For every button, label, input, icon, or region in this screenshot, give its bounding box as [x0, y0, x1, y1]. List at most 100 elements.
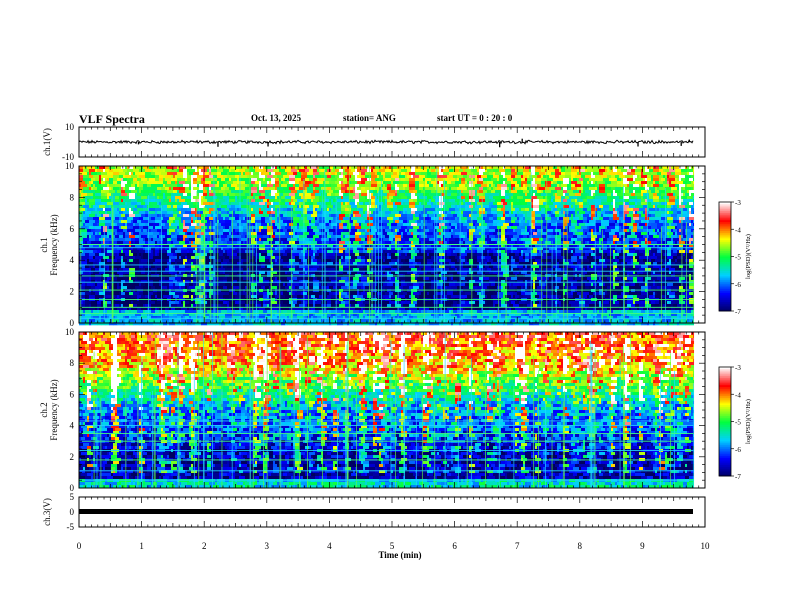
frequency-tick-label: 8: [70, 358, 75, 368]
colorbar-segment: [719, 289, 731, 292]
colorbar-tick-label: -6: [735, 446, 741, 454]
colorbar-segment: [719, 461, 731, 464]
colorbar-segment: [719, 223, 731, 227]
colorbar-segment: [719, 443, 731, 446]
colorbar-segment: [719, 207, 731, 210]
colorbar-segment: [719, 261, 731, 265]
colorbar-segment: [719, 465, 731, 468]
colorbar-segment: [719, 280, 731, 283]
colorbar-segment: [719, 441, 731, 444]
colorbar-segment: [719, 388, 731, 392]
colorbar-segment: [719, 385, 731, 388]
colorbar-segment: [719, 457, 731, 461]
colorbar-segment: [719, 386, 731, 390]
colorbar-segment: [719, 256, 731, 259]
colorbar-segment: [719, 381, 731, 384]
time-tick-label: 4: [327, 541, 332, 551]
ch2-channel-label: ch.2: [39, 402, 49, 417]
frequency-tick-label: 10: [65, 161, 75, 171]
ch3-waveform-trace: [79, 509, 693, 514]
colorbar-segment: [719, 278, 731, 281]
colorbar-segment: [719, 370, 731, 373]
colorbar-segment: [719, 377, 731, 381]
colorbar-segment: [719, 247, 731, 250]
time-tick-label: 10: [701, 541, 711, 551]
colorbar-segment: [719, 309, 731, 312]
colorbar-segment: [719, 263, 731, 266]
colorbar-segment: [719, 234, 731, 237]
colorbar-segment: [719, 416, 731, 419]
colorbar-segment: [719, 417, 731, 421]
colorbar-segment: [719, 432, 731, 435]
colorbar-segment: [719, 216, 731, 219]
colorbar-label: log(PSD)(V²/Hz): [745, 399, 752, 444]
colorbar-segment: [719, 436, 731, 439]
colorbar-segment: [719, 287, 731, 290]
colorbar-tick-label: -5: [735, 419, 741, 427]
time-tick-label: 1: [139, 541, 144, 551]
colorbar-segment: [719, 379, 731, 382]
colorbar-segment: [719, 296, 731, 299]
colorbar-segment: [719, 410, 731, 413]
colorbar-segment: [719, 372, 731, 375]
colorbar-label: log(PSD)(V²/Hz): [745, 234, 752, 279]
colorbar-segment: [719, 252, 731, 256]
time-xlabel: Time (min): [378, 550, 421, 560]
colorbar-segment: [719, 367, 731, 370]
colorbar-segment: [719, 445, 731, 448]
colorbar-segment: [719, 454, 731, 457]
colorbar-segment: [719, 221, 731, 225]
colorbar-segment: [719, 383, 731, 386]
colorbar-segment: [719, 203, 731, 207]
colorbar-segment: [719, 271, 731, 274]
colorbar-tick-label: -6: [735, 281, 741, 289]
ch1-waveform-ylabel: ch.1(V): [42, 128, 52, 156]
colorbar-segment: [719, 267, 731, 270]
time-tick-label: 9: [640, 541, 645, 551]
colorbar-segment: [719, 472, 731, 475]
colorbar-tick-label: -4: [735, 391, 741, 399]
colorbar-segment: [719, 283, 731, 286]
colorbar-segment: [719, 390, 731, 393]
colorbar-segment: [719, 260, 731, 263]
colorbar-segment: [719, 403, 731, 406]
colorbar-segment: [719, 291, 731, 294]
ch3-waveform-panel: 5 0 -5 ch.3(V) 0 1 2 3 4 5 6 7 8 9 10 Time (min): [42, 492, 710, 560]
colorbar-segment: [719, 374, 731, 377]
frequency-tick-label: 4: [70, 255, 75, 265]
colorbar-segment: [719, 274, 731, 277]
frequency-tick-label: 4: [70, 421, 75, 431]
colorbar-segment: [719, 468, 731, 471]
frequency-tick-label: 2: [70, 452, 75, 462]
colorbar-segment: [719, 434, 731, 437]
colorbar-segment: [719, 229, 731, 232]
colorbar-segment: [719, 423, 731, 426]
colorbar-segment: [719, 412, 731, 415]
time-tick-label: 7: [515, 541, 520, 551]
colorbar-segment: [719, 470, 731, 473]
colorbar-segment: [719, 238, 731, 241]
colorbar-segment: [719, 236, 731, 239]
colorbar-segment: [719, 214, 731, 217]
time-tick-label: 8: [578, 541, 583, 551]
ch1-channel-label: ch.1: [39, 237, 49, 252]
colorbar-segment: [719, 376, 731, 379]
colorbar-segment: [719, 437, 731, 441]
colorbar-segment: [719, 399, 731, 402]
time-tick-label: 0: [77, 541, 82, 551]
colorbar-tick-label: -7: [735, 473, 741, 481]
ch1-waveform-panel: 10 -10 ch.1(V): [42, 122, 706, 162]
colorbar-segment: [719, 396, 731, 399]
colorbar-segment: [719, 466, 731, 470]
frequency-tick-label: 2: [70, 287, 75, 297]
colorbar-segment: [719, 241, 731, 245]
colorbar-segment: [719, 446, 731, 450]
colorbar-segment: [719, 428, 731, 431]
ch2-colorbar: -3 -4 -5 -6 -7 log(PSD)(V²/Hz): [718, 364, 752, 481]
colorbar-segment: [719, 430, 731, 433]
colorbar-segment: [719, 405, 731, 408]
ch1-ytick-bottom: -10: [62, 152, 74, 162]
colorbar-segment: [719, 205, 731, 208]
colorbar-segment: [719, 452, 731, 455]
colorbar-segment: [719, 212, 731, 216]
